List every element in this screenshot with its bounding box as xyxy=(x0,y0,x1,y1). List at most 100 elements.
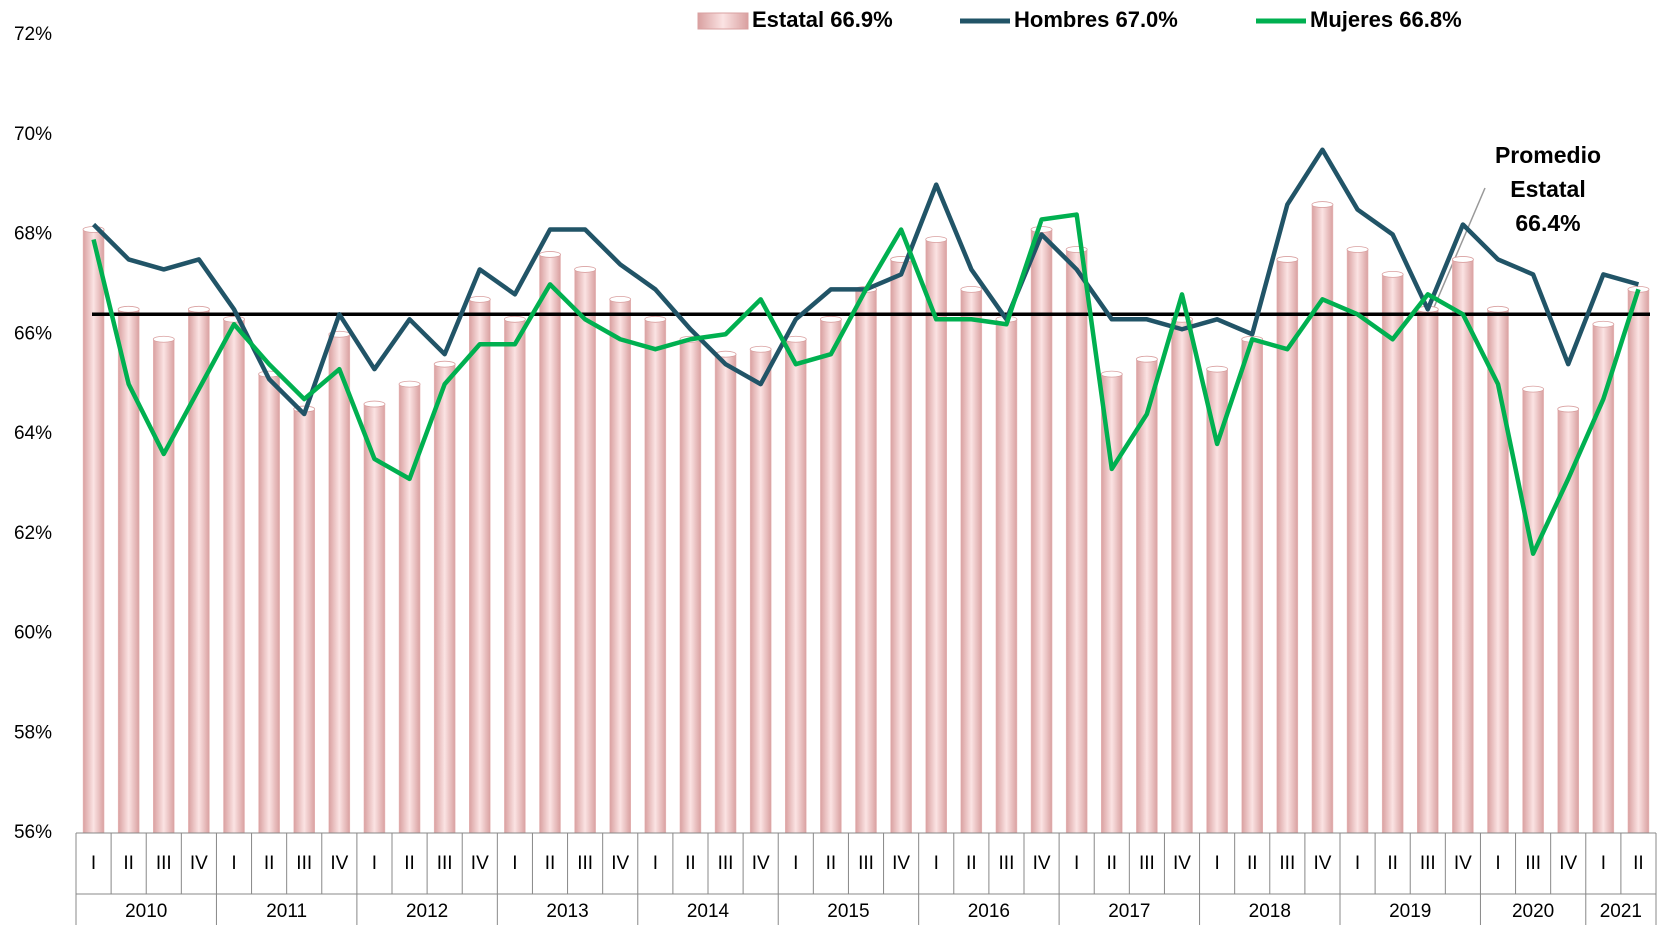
bar-cap xyxy=(433,360,456,368)
bar-cap xyxy=(1557,405,1580,413)
bar xyxy=(890,259,912,834)
bar xyxy=(1557,408,1579,834)
x-tick-label: III xyxy=(437,853,453,874)
x-tick-label: IV xyxy=(471,853,489,874)
year-label: 2014 xyxy=(687,901,730,922)
year-label: 2015 xyxy=(827,901,869,922)
bar xyxy=(433,363,456,834)
y-tick-label: 66% xyxy=(14,323,52,344)
bar xyxy=(574,269,596,834)
year-label: 2010 xyxy=(125,901,167,922)
bar-cap xyxy=(117,305,140,313)
year-label: 2021 xyxy=(1600,901,1642,922)
year-label: 2019 xyxy=(1389,901,1431,922)
bar xyxy=(855,289,877,834)
bar-cap xyxy=(1381,270,1404,278)
y-tick-label: 56% xyxy=(14,822,52,843)
x-tick-label: I xyxy=(91,853,96,874)
x-tick-label: IV xyxy=(1033,853,1051,874)
bar xyxy=(469,299,491,834)
bar xyxy=(925,239,947,834)
line-series xyxy=(91,212,1641,556)
bar-cap xyxy=(1346,246,1369,253)
bar xyxy=(504,319,526,834)
bar xyxy=(1381,274,1404,834)
annotation-leader xyxy=(1431,187,1486,313)
x-tick-label: III xyxy=(1279,853,1295,874)
x-tick-label: III xyxy=(1525,853,1541,874)
bar xyxy=(258,373,280,834)
x-tick-label: III xyxy=(156,853,172,874)
legend-label: Estatal 66.9% xyxy=(752,7,893,32)
year-label: 2017 xyxy=(1108,901,1150,922)
bar xyxy=(960,289,983,834)
x-tick-label: I xyxy=(1074,853,1079,874)
bar-cap xyxy=(398,380,421,388)
bar xyxy=(293,408,315,834)
bar-cap xyxy=(539,251,561,258)
year-label: 2018 xyxy=(1249,901,1291,922)
x-tick-label: II xyxy=(1247,853,1258,874)
bar xyxy=(785,338,807,834)
x-tick-label: II xyxy=(545,853,556,874)
year-label: 2016 xyxy=(968,901,1010,922)
bar xyxy=(1065,249,1088,834)
year-label: 2011 xyxy=(266,901,307,922)
bar xyxy=(1452,259,1474,834)
bar xyxy=(1171,319,1193,834)
bar xyxy=(1522,388,1544,834)
bar-cap xyxy=(1206,365,1229,373)
x-tick-label: IV xyxy=(190,853,208,874)
bar-cap xyxy=(1030,226,1053,233)
x-tick-label: IV xyxy=(1173,853,1191,874)
bar xyxy=(995,319,1018,834)
x-tick-label: II xyxy=(1633,853,1644,874)
bar-cap xyxy=(503,315,526,323)
bar xyxy=(679,338,702,834)
x-tick-label: III xyxy=(296,853,312,874)
x-tick-label: II xyxy=(966,853,977,874)
bar-cap xyxy=(1100,370,1123,378)
bar xyxy=(1101,373,1123,834)
legend-label: Mujeres 66.8% xyxy=(1310,7,1462,32)
bar-cap xyxy=(187,305,210,313)
bar xyxy=(328,334,351,834)
bar xyxy=(820,319,842,834)
bar xyxy=(609,299,631,834)
year-label: 2020 xyxy=(1512,901,1554,922)
x-tick-label: I xyxy=(934,853,939,874)
bar-cap xyxy=(749,345,772,353)
bar-cap xyxy=(1135,355,1158,363)
x-tick-label: III xyxy=(718,853,734,874)
x-tick-label: IV xyxy=(1454,853,1472,874)
y-tick-label: 72% xyxy=(14,24,52,45)
x-tick-label: IV xyxy=(1313,853,1331,874)
bar xyxy=(153,338,175,834)
x-tick-label: II xyxy=(1106,853,1117,874)
x-tick-label: II xyxy=(264,853,275,874)
legend-swatch xyxy=(697,12,749,30)
bar-cap xyxy=(468,295,491,303)
x-tick-label: III xyxy=(1139,853,1155,874)
bar-cap xyxy=(574,266,597,273)
year-label: 2012 xyxy=(406,901,448,922)
bar-cap xyxy=(1522,385,1545,393)
bar xyxy=(363,403,386,834)
x-tick-label: I xyxy=(1601,853,1606,874)
bar xyxy=(1346,249,1369,834)
x-tick-label: III xyxy=(999,853,1015,874)
bar-cap xyxy=(819,315,842,323)
x-tick-label: I xyxy=(231,853,236,874)
bar-cap xyxy=(1311,201,1334,208)
annotation: 66.4% xyxy=(1515,210,1580,236)
bar xyxy=(1627,289,1650,834)
x-tick-label: II xyxy=(826,853,837,874)
bar-cap xyxy=(152,335,175,343)
x-tick-label: IV xyxy=(892,853,910,874)
bar xyxy=(1030,229,1053,834)
y-tick-label: 64% xyxy=(14,423,52,444)
y-tick-label: 60% xyxy=(14,623,52,644)
x-tick-label: II xyxy=(404,853,415,874)
bar-cap xyxy=(1592,320,1615,328)
